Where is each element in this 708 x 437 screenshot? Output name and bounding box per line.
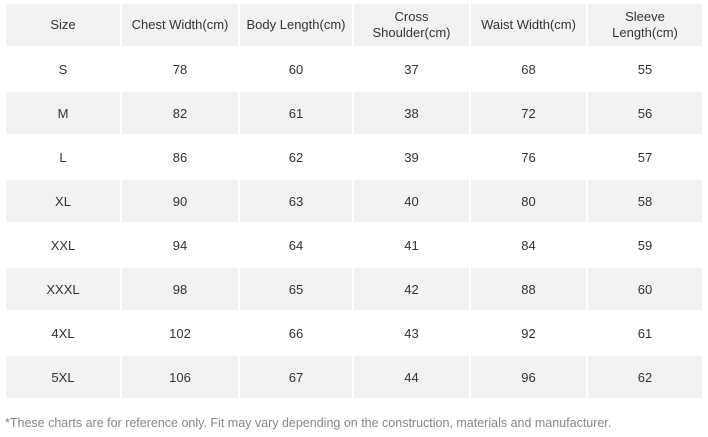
table-cell: 43	[404, 325, 419, 341]
table-row: XXL 94 64 41 84 59	[6, 224, 702, 266]
table-cell: 58	[588, 180, 702, 222]
table-cell: 86	[172, 149, 188, 165]
table-cell: 78	[172, 61, 188, 77]
table-row: S 78 60 37 68 55	[6, 48, 702, 90]
table-row: 4XL 102 66 43 92 61	[6, 312, 702, 354]
table-cell: XXXL	[6, 268, 120, 310]
table-cell: 60	[288, 61, 304, 77]
table-cell: 80	[471, 180, 586, 222]
header-cell: Cross Shoulder(cm)	[354, 4, 469, 46]
table-body: S 78 60 37 68 55 M 82 61 38 72 56 L 86 62 39 76 57 XL 90 63 4…	[6, 48, 702, 398]
table-cell: 67	[240, 356, 352, 398]
table-row: 5XL 106 67 44 96 62	[6, 356, 702, 398]
header-cell: Size	[6, 4, 120, 46]
table-row: XL 90 63 40 80 58	[6, 180, 702, 222]
table-cell: 60	[588, 268, 702, 310]
table-cell: 65	[240, 268, 352, 310]
table-cell: 61	[240, 92, 352, 134]
table-cell: 64	[288, 237, 304, 253]
table-cell: 72	[471, 92, 586, 134]
table-cell: 57	[637, 149, 653, 165]
table-cell: 41	[404, 237, 419, 253]
table-cell: 102	[169, 325, 191, 341]
table-cell: 61	[637, 325, 653, 341]
table-cell: 42	[354, 268, 469, 310]
table-cell: XXL	[50, 237, 76, 253]
table-cell: 66	[288, 325, 304, 341]
header-row: Size Chest Width(cm) Body Length(cm) Cross …	[6, 4, 702, 46]
table-cell: 82	[122, 92, 238, 134]
table-cell: 88	[471, 268, 586, 310]
table-cell: M	[6, 92, 120, 134]
table-cell: 106	[122, 356, 238, 398]
table-cell: 62	[588, 356, 702, 398]
table-cell: 62	[288, 149, 304, 165]
table-row: L 86 62 39 76 57	[6, 136, 702, 178]
table-cell: XL	[6, 180, 120, 222]
table-cell: 5XL	[6, 356, 120, 398]
table-cell: 40	[354, 180, 469, 222]
table-cell: 39	[404, 149, 419, 165]
table-cell: 38	[354, 92, 469, 134]
table-cell: 56	[588, 92, 702, 134]
header-cell: Body Length(cm)	[240, 4, 352, 46]
table-cell: 55	[637, 61, 653, 77]
table-cell: 92	[521, 325, 536, 341]
table-cell: 63	[240, 180, 352, 222]
table-cell: 84	[521, 237, 536, 253]
table-cell: 68	[521, 61, 536, 77]
table-cell: 94	[172, 237, 188, 253]
footnote: *These charts are for reference only. Fi…	[5, 416, 612, 430]
size-table: Size Chest Width(cm) Body Length(cm) Cross …	[4, 2, 704, 400]
table-cell: 76	[521, 149, 536, 165]
table-row: XXXL 98 65 42 88 60	[6, 268, 702, 310]
table-row: M 82 61 38 72 56	[6, 92, 702, 134]
table-cell: 44	[354, 356, 469, 398]
table-cell: 98	[122, 268, 238, 310]
header-cell: Waist Width(cm)	[471, 4, 586, 46]
table-cell: S	[58, 61, 68, 77]
header-cell: Sleeve Length(cm)	[588, 4, 702, 46]
header-cell: Chest Width(cm)	[122, 4, 238, 46]
table-cell: L	[59, 149, 67, 165]
table-cell: 96	[471, 356, 586, 398]
table-cell: 59	[637, 237, 653, 253]
table-cell: 37	[404, 61, 419, 77]
table-cell: 90	[122, 180, 238, 222]
table-cell: 4XL	[51, 325, 75, 341]
